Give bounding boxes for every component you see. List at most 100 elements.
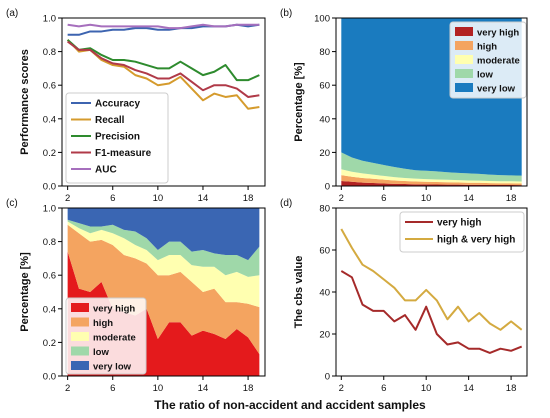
plot-area (340, 228, 523, 354)
legend-label: very low (477, 84, 516, 95)
panel-d: (d) 2 6 10 14 18 0 20 40 60 80 The cbs value very hi… (280, 198, 528, 394)
x-tick-label: 2 (339, 383, 344, 394)
legend-label: Precision (95, 132, 140, 143)
y-tick-label: 40 (319, 288, 330, 299)
line-series-3 (67, 40, 260, 98)
panel-a: (a) 2 6 10 14 18 0.0 0.2 0.4 0.6 0.8 1.0 Performance… (6, 8, 266, 204)
legend-label: moderate (93, 333, 136, 344)
y-tick-label: 100 (314, 14, 330, 25)
legend-label: high (93, 318, 113, 329)
area-series-1 (67, 224, 260, 355)
y-tick-label: 0 (325, 372, 330, 383)
panel-label: (c) (6, 198, 18, 209)
line-series-1 (340, 228, 523, 331)
x-tick-label: 2 (65, 193, 70, 204)
legend-patch (455, 83, 473, 92)
x-tick-label: 10 (421, 193, 432, 204)
legend-patch (455, 55, 473, 64)
x-tick-label: 10 (153, 193, 164, 204)
area-series-2 (341, 169, 522, 184)
y-tick-label: 0.8 (43, 237, 56, 248)
panel-label: (b) (280, 8, 292, 19)
legend-box (65, 92, 169, 184)
legend: very high high moderate low very low (65, 297, 147, 375)
legend-patch (71, 332, 89, 341)
legend-label: very high (437, 218, 481, 229)
legend-label: low (93, 347, 109, 358)
x-tick-label: 18 (243, 383, 254, 394)
y-tick-label: 80 (319, 47, 330, 58)
x-tick-label: 14 (463, 193, 474, 204)
area-series-2 (67, 221, 260, 308)
line-series-2 (66, 39, 260, 82)
x-tick-label: 2 (65, 383, 70, 394)
x-tick-label: 18 (506, 193, 517, 204)
line-series-0 (340, 270, 523, 354)
legend-patch (71, 317, 89, 327)
area-series-1 (341, 175, 522, 186)
x-tick-label: 18 (243, 193, 254, 204)
y-tick-label: 20 (319, 330, 330, 341)
y-tick-label: 0 (325, 182, 330, 193)
y-tick-label: 60 (319, 246, 330, 257)
y-tick-label: 20 (319, 148, 330, 159)
y-tick-label: 60 (319, 81, 330, 92)
y-tick-label: 0.2 (43, 148, 56, 159)
y-tick-label: 0.4 (43, 114, 56, 125)
y-tick-label: 0.2 (43, 338, 56, 349)
legend-patch (455, 27, 473, 36)
x-tick-label: 14 (198, 193, 209, 204)
y-tick-label: 0.8 (43, 47, 56, 58)
panel-b: (b) 2 6 10 14 18 0 20 40 60 80 100 Percentage [%] ver… (280, 8, 528, 204)
legend: very high high & very high (399, 211, 525, 253)
panel-label: (d) (280, 198, 292, 209)
x-tick-label: 6 (110, 383, 115, 394)
x-tick-label: 10 (153, 383, 164, 394)
y-tick-label: 1.0 (43, 14, 56, 25)
line-series-1 (66, 39, 260, 110)
axes-frame (335, 17, 528, 187)
x-tick-label: 14 (198, 383, 209, 394)
y-tick-label: 40 (319, 114, 330, 125)
area-series-3 (341, 152, 522, 182)
y-tick-label: 0.6 (43, 81, 56, 92)
x-tick-label: 6 (381, 383, 386, 394)
legend-patch (455, 41, 473, 50)
y-axis-title: Performance scores (19, 49, 31, 155)
y-tick-label: 0.6 (43, 271, 56, 282)
y-tick-label: 0.4 (43, 304, 56, 315)
panel-c: (c) 2 6 10 14 18 0.0 0.2 0.4 0.6 0.8 1.0 Percentage … (6, 198, 266, 394)
x-tick-label: 6 (110, 193, 115, 204)
legend: Accuracy Recall Precision F1-measure AUC (65, 92, 169, 184)
legend-patch (71, 361, 89, 370)
area-series-3 (67, 219, 260, 277)
plot-area (66, 23, 260, 110)
legend-label: high (477, 42, 497, 53)
x-tick-label: 10 (421, 383, 432, 394)
area-series-0 (341, 180, 522, 186)
legend-label: Accuracy (95, 99, 140, 110)
legend-patch (71, 303, 89, 312)
legend-label: very low (93, 362, 132, 373)
axes-frame (61, 17, 266, 187)
x-axis-title: The ratio of non-accident and accident s… (154, 398, 426, 412)
y-tick-label: 0.0 (43, 372, 56, 383)
x-tick-label: 14 (463, 383, 474, 394)
y-tick-label: 0.0 (43, 182, 56, 193)
legend-label: Recall (95, 115, 125, 126)
legend-label: high & very high (437, 235, 515, 246)
legend-label: F1-measure (95, 148, 152, 159)
area-series-4 (67, 208, 260, 261)
panel-label: (a) (6, 8, 18, 19)
legend-label: very high (477, 28, 519, 39)
y-axis-title: Percentage [%] (293, 62, 305, 142)
legend-label: low (477, 70, 493, 81)
legend-label: very high (93, 304, 135, 315)
y-tick-label: 1.0 (43, 204, 56, 215)
x-tick-label: 18 (506, 383, 517, 394)
y-axis-title: Percentage [%] (19, 252, 31, 332)
legend-patch (71, 346, 89, 356)
line-series-4 (67, 23, 260, 30)
x-tick-label: 2 (339, 193, 344, 204)
